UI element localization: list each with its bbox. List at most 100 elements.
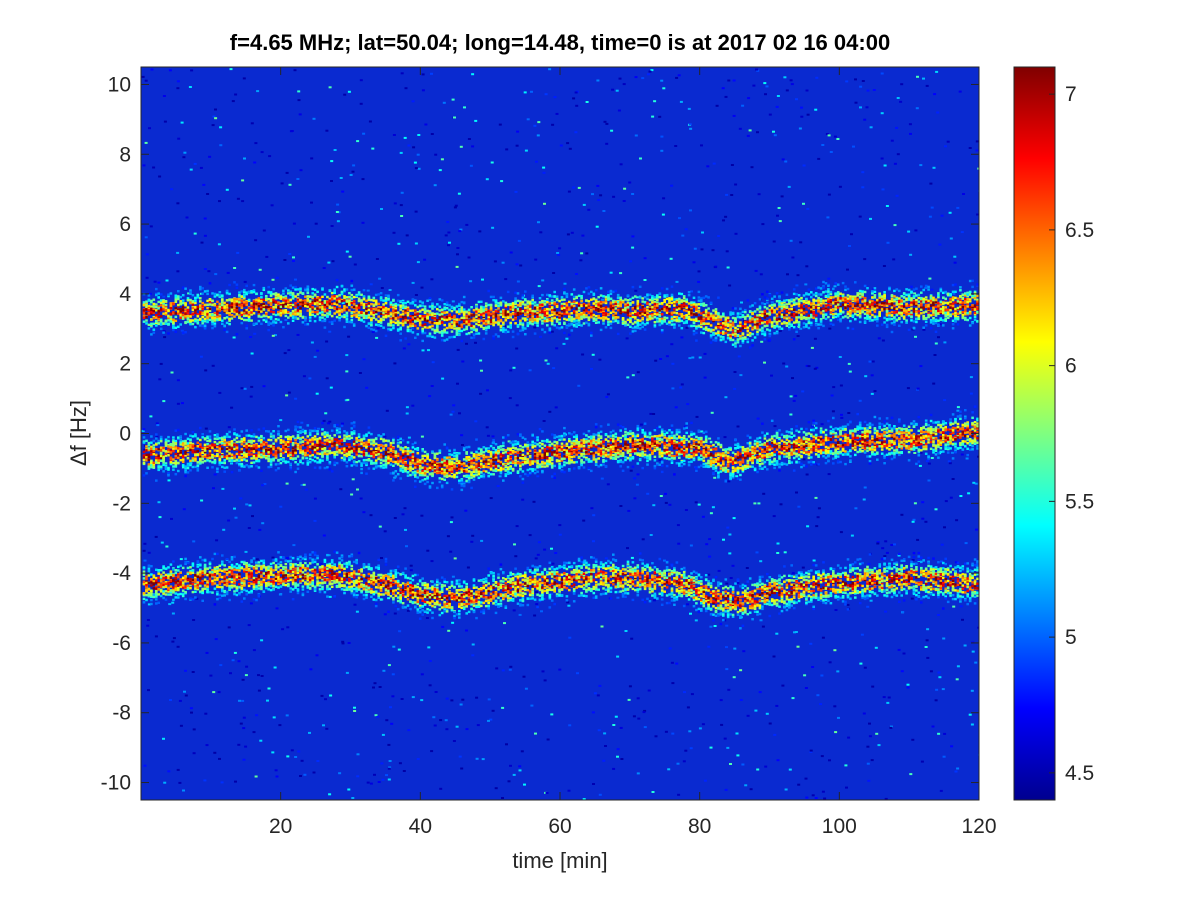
noise-speckle [461,444,464,446]
band-cell [472,325,476,328]
band-cell [404,305,407,309]
noise-speckle [558,533,562,536]
band-cell [392,299,395,302]
noise-speckle [814,496,818,499]
noise-speckle [643,257,647,260]
noise-speckle [200,241,204,244]
band-cell [638,327,642,330]
band-cell [284,295,288,298]
band-cell [221,303,224,307]
noise-speckle [850,580,854,583]
noise-speckle [243,280,247,283]
band-cell [682,321,686,324]
band-cell [260,307,263,311]
band-cell [448,316,451,320]
band-cell [352,288,356,291]
band-cell [404,321,407,324]
noise-speckle [930,206,934,209]
noise-speckle [736,754,740,757]
noise-speckle [250,385,254,388]
band-cell [365,314,368,318]
noise-speckle [222,528,226,531]
band-cell [357,318,361,321]
band-cell [663,309,666,312]
band-cell [541,302,544,305]
band-cell [492,320,495,323]
band-cell [350,314,354,318]
band-cell [443,323,446,327]
band-cell [221,306,224,310]
noise-speckle [505,743,508,746]
noise-speckle [759,619,763,622]
noise-speckle [925,84,929,87]
band-cell [443,318,446,322]
noise-speckle [260,639,264,642]
noise-speckle [830,394,834,397]
noise-speckle [461,360,465,363]
noise-speckle [598,358,602,361]
noise-speckle [922,328,926,331]
band-cell [333,295,336,298]
band-cell [211,319,214,322]
band-cell [494,301,498,304]
noise-speckle [369,782,373,785]
band-cell [489,320,493,324]
band-cell [604,298,608,301]
noise-speckle [654,735,658,738]
noise-speckle [388,289,392,291]
noise-speckle [827,193,831,196]
band-cell [306,305,310,308]
noise-speckle [195,597,199,600]
noise-speckle [848,245,851,247]
band-cell [707,317,710,320]
band-cell [577,304,581,307]
band-cell [194,311,197,315]
noise-speckle [956,767,960,770]
band-cell [609,322,613,325]
band-cell [335,307,339,311]
noise-speckle [471,643,475,646]
noise-speckle [963,644,967,647]
noise-speckle [854,101,858,104]
band-cell [724,327,728,331]
noise-speckle [324,412,328,415]
band-cell [255,308,258,312]
band-cell [269,298,273,301]
noise-speckle [591,193,594,196]
band-cell [208,282,212,285]
band-cell [438,331,442,334]
noise-speckle [297,90,301,93]
band-cell [484,310,488,314]
band-cell [712,309,715,312]
band-cell [651,313,654,316]
noise-speckle [233,507,236,510]
band-cell [665,287,669,291]
noise-speckle [823,797,827,800]
noise-speckle [405,234,409,237]
band-cell [291,303,295,307]
noise-speckle [610,129,614,132]
noise-speckle [725,646,728,649]
band-cell [651,295,654,298]
band-cell [392,314,395,318]
band-cell [152,331,156,334]
band-cell [201,292,204,295]
band-cell [658,309,662,312]
noise-speckle [234,516,238,519]
band-cell [328,289,332,292]
band-cell [499,324,503,328]
band-cell [155,293,158,297]
noise-speckle [391,673,395,676]
band-cell [550,313,554,317]
noise-speckle [356,140,360,143]
band-cell [563,310,566,313]
band-cell [164,305,168,308]
noise-speckle [845,786,848,789]
band-cell [690,312,693,315]
band-cell [164,303,168,307]
band-cell [541,316,544,319]
band-cell [480,307,483,310]
band-cell [167,317,170,321]
noise-speckle [827,134,831,137]
noise-speckle [227,519,231,522]
